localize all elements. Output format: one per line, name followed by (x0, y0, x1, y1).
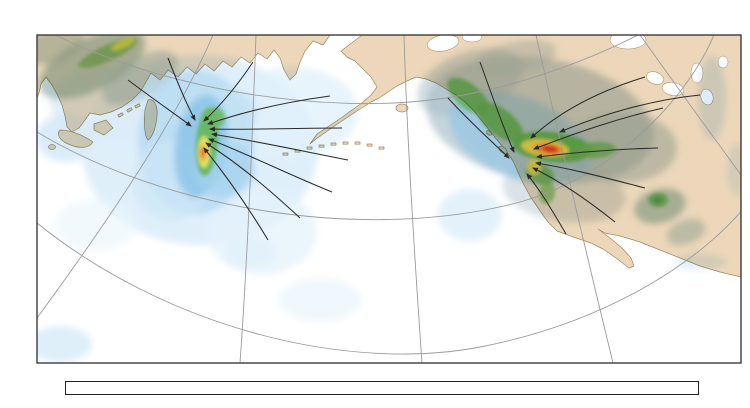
streamline (167, 57, 196, 121)
aleutian-island (342, 141, 349, 145)
streamline (535, 161, 646, 189)
aleutian-island (366, 143, 373, 147)
streamline (203, 61, 254, 122)
colorbar (65, 381, 699, 395)
meridian-120w (535, 35, 614, 363)
streamline (536, 147, 659, 159)
streamline (530, 76, 646, 139)
shading-siberia-core (78, 37, 138, 68)
island-kodiak (395, 103, 409, 113)
aleutian-island (378, 146, 385, 150)
streamline (207, 95, 331, 125)
streamline (209, 126, 343, 132)
streamline (205, 142, 301, 219)
streamlines (127, 57, 701, 241)
arctic-bay (461, 35, 483, 43)
shading-east-jet-core (447, 77, 616, 204)
arctic-bay (609, 35, 647, 50)
wind-speed-shading (37, 35, 741, 362)
streamline (447, 97, 510, 159)
parallel-30n (37, 35, 715, 221)
inland-water (426, 35, 729, 106)
streamline (532, 167, 616, 223)
meridian-180e (239, 35, 257, 363)
graticule (37, 35, 741, 363)
aleutian-island (354, 141, 361, 145)
streamline (533, 107, 664, 150)
meridian-150w (403, 35, 423, 363)
shading-mexico-core (648, 193, 668, 207)
meridian-170e (37, 35, 214, 319)
streamline (479, 61, 515, 153)
shading-central-pacific-patches (37, 56, 741, 362)
streamline (526, 173, 567, 235)
great-lake (646, 71, 664, 85)
streamline (559, 94, 701, 133)
streamline (203, 147, 269, 241)
streamline (211, 132, 349, 161)
streamline (208, 138, 333, 193)
map-frame (36, 34, 742, 364)
streamline (127, 79, 192, 127)
parallel-20n (37, 210, 741, 355)
meridian-90w (639, 35, 741, 176)
